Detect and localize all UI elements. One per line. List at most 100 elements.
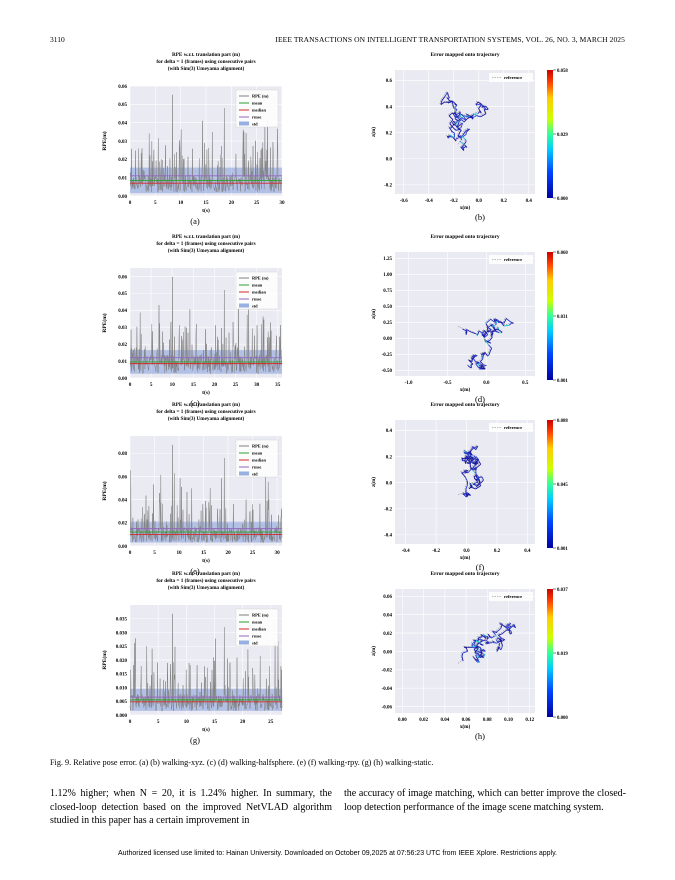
estimated-trajectory-segment xyxy=(470,461,474,464)
estimated-trajectory-segment xyxy=(470,484,472,488)
panel-e: RPE w.r.t. translation part (m) for delta… xyxy=(85,398,295,588)
estimated-trajectory-segment xyxy=(498,634,503,640)
estimated-trajectory-segment xyxy=(481,364,486,370)
estimated-trajectory-segment xyxy=(500,641,503,646)
y-tick-label: 0.06 xyxy=(383,595,392,600)
estimated-trajectory-segment xyxy=(473,113,479,115)
legend-entry: RPE (m) xyxy=(252,94,269,99)
legend-entry: rmse xyxy=(252,465,261,470)
estimated-trajectory-segment xyxy=(458,117,462,122)
estimated-trajectory-segment xyxy=(448,115,454,120)
estimated-trajectory-segment xyxy=(449,119,454,125)
legend-entry: reference xyxy=(504,75,522,80)
x-tick-label: -0.2 xyxy=(450,199,458,204)
panel-c: RPE w.r.t. translation part (m) for delta… xyxy=(85,230,295,420)
x-tick-label: 20 xyxy=(212,382,218,388)
colorbar xyxy=(547,589,553,717)
estimated-trajectory-segment xyxy=(465,455,469,459)
journal-header: IEEE TRANSACTIONS ON INTELLIGENT TRANSPO… xyxy=(275,35,625,44)
plot-title: Error mapped onto trajectory xyxy=(430,52,499,58)
estimated-trajectory-segment xyxy=(479,640,483,643)
x-tick-label: 0.4 xyxy=(524,549,531,554)
panel-svg: Error mapped onto trajectory-0.4 -0.2 0.0 0… xyxy=(370,402,568,561)
x-axis-label: t(s) xyxy=(202,389,210,396)
estimated-trajectory-segment xyxy=(479,651,483,654)
estimated-trajectory-segment xyxy=(475,361,480,364)
colorbar-label: 0.001 xyxy=(557,547,568,552)
estimated-trajectory-segment xyxy=(473,646,478,650)
estimated-trajectory-segment xyxy=(448,113,453,117)
colorbar-label: 0.001 xyxy=(557,379,568,384)
panel-svg: Error mapped onto trajectory -0.6 -0.4 -0.2… xyxy=(370,52,568,211)
x-tick-label: 25 xyxy=(254,200,260,206)
estimated-trajectory-segment xyxy=(488,350,491,356)
panel-a: RPE w.r.t. translation part (m) for delta… xyxy=(85,48,295,238)
x-tick-label: 20 xyxy=(225,550,231,556)
estimated-trajectory-segment xyxy=(473,483,477,486)
estimated-trajectory-segment xyxy=(454,104,458,108)
estimated-trajectory-segment xyxy=(466,329,472,333)
estimated-trajectory-segment xyxy=(441,96,446,101)
estimated-trajectory-segment xyxy=(452,136,457,142)
estimated-trajectory-segment xyxy=(497,646,500,650)
x-tick-label: 0 xyxy=(129,550,132,556)
estimated-trajectory-segment xyxy=(478,479,481,485)
plot-area xyxy=(395,252,535,376)
estimated-trajectory-segment xyxy=(454,107,457,113)
y-tick-label: 1.00 xyxy=(383,273,392,278)
estimated-trajectory-segment xyxy=(496,628,502,633)
estimated-trajectory-segment xyxy=(508,629,511,635)
subfigure-label: (c) xyxy=(190,398,200,408)
y-axis-label: z(m) xyxy=(370,646,377,656)
estimated-trajectory-segment xyxy=(479,647,482,651)
estimated-trajectory-segment xyxy=(453,114,457,119)
estimated-trajectory-segment xyxy=(505,625,511,629)
y-tick-label: 0.01 xyxy=(118,176,127,181)
x-tick-label: -0.5 xyxy=(444,381,452,386)
y-tick-label: 0.08 xyxy=(118,452,127,457)
legend-swatch xyxy=(239,303,249,308)
estimated-trajectory-segment xyxy=(465,129,467,132)
estimated-trajectory-segment xyxy=(473,476,476,481)
x-tick-label: 5 xyxy=(153,550,156,556)
estimated-trajectory-segment xyxy=(477,459,479,462)
x-tick-label: 0.0 xyxy=(463,549,470,554)
estimated-trajectory-segment xyxy=(464,146,466,149)
legend-entry: median xyxy=(252,458,266,463)
x-tick-label: -0.2 xyxy=(432,549,440,554)
estimated-trajectory-segment xyxy=(462,141,467,147)
estimated-trajectory-segment xyxy=(449,127,452,129)
estimated-trajectory-segment xyxy=(475,115,481,118)
estimated-trajectory-segment xyxy=(454,113,459,118)
x-tick-label: 0 xyxy=(129,200,132,206)
estimated-trajectory-segment xyxy=(475,659,480,663)
estimated-trajectory-segment xyxy=(462,130,466,136)
estimated-trajectory-segment xyxy=(480,479,484,484)
x-tick-label: 0.2 xyxy=(501,199,508,204)
estimated-trajectory-segment xyxy=(464,144,468,148)
legend-entry: mean xyxy=(252,283,263,288)
estimated-trajectory-segment xyxy=(476,330,480,336)
y-tick-label: 0.00 xyxy=(118,195,127,200)
y-tick-label: 0.2 xyxy=(386,455,393,460)
estimated-trajectory-segment xyxy=(482,352,486,357)
estimated-trajectory-segment xyxy=(499,638,502,642)
x-tick-label: 20 xyxy=(229,200,235,206)
estimated-trajectory-segment xyxy=(496,640,499,644)
estimated-trajectory-segment xyxy=(477,101,482,105)
y-tick-label: 0.0 xyxy=(386,158,393,163)
y-tick-label: -0.50 xyxy=(382,369,393,374)
y-tick-label: 0.05 xyxy=(118,103,127,108)
estimated-trajectory-segment xyxy=(460,123,464,128)
estimated-trajectory-segment xyxy=(457,113,461,118)
x-tick-label: 20 xyxy=(240,719,246,725)
x-tick-label: 0.10 xyxy=(504,718,513,723)
estimated-trajectory-segment xyxy=(491,640,495,644)
estimated-trajectory-segment xyxy=(496,637,499,641)
plot-title-line: RPE w.r.t. translation part (m) xyxy=(172,233,240,240)
legend-box xyxy=(489,423,533,432)
panel-d: Error mapped onto trajectory -1.0 -0.5 0.0 0… xyxy=(365,230,595,410)
legend-entry: rmse xyxy=(252,115,261,120)
plot-title-line: for delta = 1 (frames) using consecutive… xyxy=(156,240,255,247)
y-tick-label: 0.06 xyxy=(118,85,127,90)
